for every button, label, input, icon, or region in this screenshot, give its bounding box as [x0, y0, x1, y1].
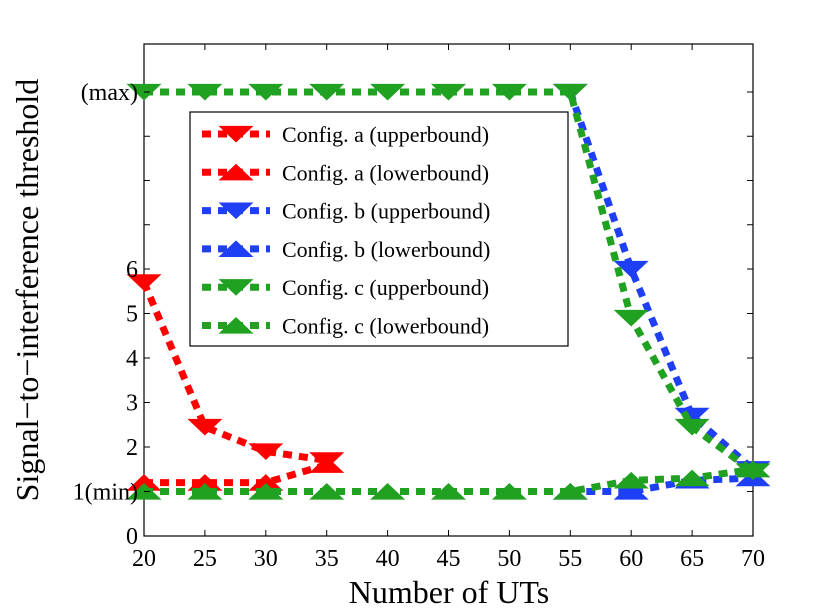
- series-point: [552, 83, 588, 101]
- series-point: [491, 482, 527, 500]
- y-tick-label: 4: [126, 346, 138, 372]
- legend-swatch-marker: [218, 125, 254, 143]
- series-point: [735, 460, 771, 478]
- series-point: [309, 83, 345, 101]
- y-tick-label: 6: [126, 257, 138, 283]
- x-tick-label: 35: [315, 546, 339, 572]
- series-point: [613, 309, 649, 327]
- legend-label: Config. c (upperbound): [282, 275, 489, 300]
- legend-item: Config. b (upperbound): [202, 199, 490, 224]
- x-tick-label: 55: [558, 546, 582, 572]
- series-point: [187, 83, 223, 101]
- x-tick-label: 40: [376, 546, 400, 572]
- series-point: [187, 418, 223, 436]
- x-tick-label: 50: [497, 546, 521, 572]
- legend-swatch-marker: [218, 163, 254, 181]
- legend-swatch-marker: [218, 316, 254, 334]
- legend-label: Config. a (upperbound): [282, 122, 489, 147]
- series: [126, 83, 771, 480]
- series-point: [187, 482, 223, 500]
- legend-swatch-marker: [218, 202, 254, 220]
- series-point: [309, 482, 345, 500]
- series-point: [430, 482, 467, 500]
- x-tick-label: 25: [193, 546, 217, 572]
- x-tick-label: 70: [741, 546, 765, 572]
- series-point: [613, 471, 649, 489]
- legend-item: Config. a (lowerbound): [202, 160, 489, 185]
- x-tick-label: 60: [619, 546, 643, 572]
- series-point: [370, 83, 406, 101]
- y-tick-label: 3: [126, 391, 138, 417]
- y-axis-title: Signal−to−interference threshold: [9, 79, 45, 502]
- series-point: [674, 418, 710, 436]
- legend-label: Config. c (lowerbound): [282, 314, 489, 339]
- series-point: [370, 482, 406, 500]
- legend-item: Config. c (lowerbound): [202, 314, 489, 339]
- legend-item: Config. c (upperbound): [202, 275, 489, 300]
- y-tick-label: 1(min): [73, 480, 138, 506]
- series-point: [309, 456, 345, 473]
- y-tick-label: 5: [126, 302, 138, 328]
- series-point: [248, 443, 284, 460]
- legend: Config. a (upperbound) Config. a (lowerbo…: [189, 111, 569, 347]
- legend-box: [189, 111, 569, 347]
- series-point: [552, 482, 588, 500]
- series-point: [248, 83, 284, 101]
- series-point: [613, 482, 649, 500]
- y-tick-label: (max): [81, 80, 138, 106]
- y-tick-label: 0: [126, 524, 138, 550]
- series-point: [248, 482, 284, 500]
- legend-label: Config. b (upperbound): [282, 199, 490, 224]
- series: [126, 274, 345, 469]
- series-line: [566, 90, 756, 472]
- legend-label: Config. b (lowerbound): [282, 237, 490, 262]
- series-point: [491, 83, 527, 101]
- x-tick-label: 20: [132, 546, 156, 572]
- x-tick-label: 65: [680, 546, 704, 572]
- series-point: [613, 260, 649, 278]
- x-tick-label: 45: [437, 546, 461, 572]
- legend-item: Config. a (upperbound): [202, 122, 489, 147]
- series-point: [674, 469, 710, 487]
- legend-swatch-marker: [218, 279, 254, 296]
- legend-label: Config. a (lowerbound): [282, 160, 489, 185]
- x-tick-label: 30: [254, 546, 278, 572]
- series-point: [126, 274, 162, 291]
- x-axis-title: Number of UTs: [349, 574, 549, 610]
- legend-swatch-marker: [218, 240, 254, 258]
- series-point: [430, 83, 467, 101]
- y-tick-label: 2: [126, 435, 138, 461]
- legend-item: Config. b (lowerbound): [202, 237, 490, 262]
